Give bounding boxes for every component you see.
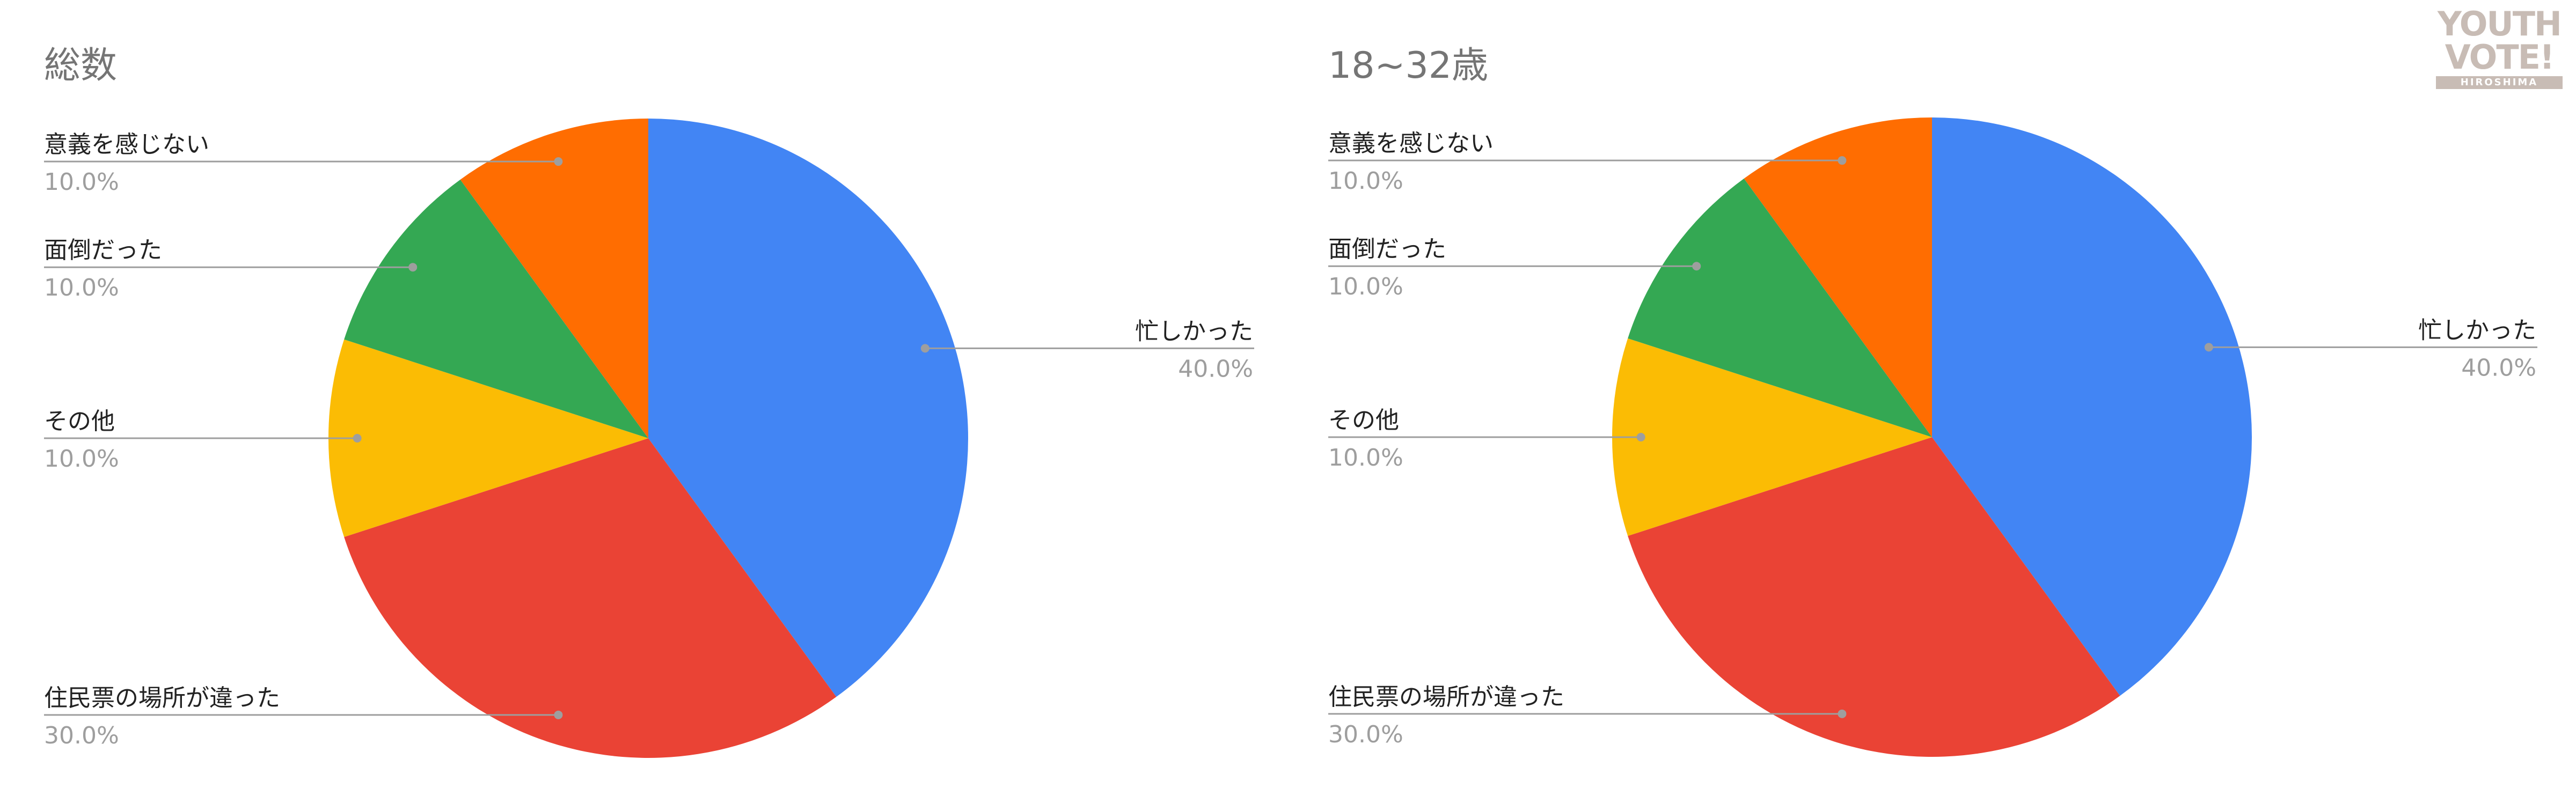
pie-slice[interactable] [1628, 437, 2120, 757]
pie-slice[interactable] [1932, 117, 2252, 696]
pie-slice[interactable] [1612, 338, 1932, 536]
logo-line-1: YOUTH [2438, 4, 2562, 43]
pie-slice[interactable] [328, 339, 648, 537]
pie-slice[interactable] [344, 179, 648, 438]
leader-dot [1636, 433, 1645, 441]
slice-label: 意義を感じない [44, 131, 209, 158]
slice-value-label: 10.0% [44, 274, 119, 301]
youth-vote-logo: YOUTH VOTE! HIROSHIMA [2433, 8, 2565, 89]
leader-dot [1838, 156, 1847, 165]
pie-slice[interactable] [648, 119, 968, 697]
slice-value-label: 30.0% [1328, 721, 1403, 748]
slice-value-label: 10.0% [1328, 167, 1403, 195]
slice-value-label: 40.0% [1178, 355, 1253, 382]
leader-dot [554, 710, 563, 719]
chart-title: 総数 [44, 45, 117, 87]
leader-dot [1838, 709, 1847, 718]
pie-slice[interactable] [1628, 178, 1932, 437]
logo-line-2: VOTE! [2445, 38, 2555, 77]
slice-label: 住民票の場所が違った [1328, 683, 1564, 711]
slice-value-label: 40.0% [2461, 354, 2536, 381]
slice-label: その他 [44, 408, 115, 435]
pie-slice[interactable] [1744, 117, 1932, 437]
slice-value-label: 10.0% [44, 168, 119, 196]
chart-title: 18~32歳 [1328, 45, 1488, 87]
pie-slice[interactable] [460, 119, 648, 438]
slice-label: 意義を感じない [1328, 130, 1494, 157]
pie-slice[interactable] [344, 438, 837, 758]
leader-dot [920, 344, 930, 353]
leader-dot [353, 434, 362, 443]
slice-label: 忙しかった [1135, 318, 1253, 345]
leader-dot [2204, 343, 2213, 352]
slice-label: 面倒だった [1328, 235, 1446, 263]
slice-label: 忙しかった [2418, 316, 2536, 344]
slice-value-label: 10.0% [1328, 273, 1403, 300]
leader-dot [1692, 262, 1701, 271]
slice-label: 住民票の場所が違った [44, 684, 280, 712]
leader-dot [408, 263, 418, 272]
slice-label: その他 [1328, 407, 1399, 434]
slice-value-label: 10.0% [44, 445, 119, 473]
slice-value-label: 10.0% [1328, 444, 1403, 471]
slice-label: 面倒だった [44, 237, 162, 264]
logo-line-3: HIROSHIMA [2436, 76, 2563, 89]
leader-dot [554, 157, 563, 166]
slice-value-label: 30.0% [44, 722, 119, 749]
